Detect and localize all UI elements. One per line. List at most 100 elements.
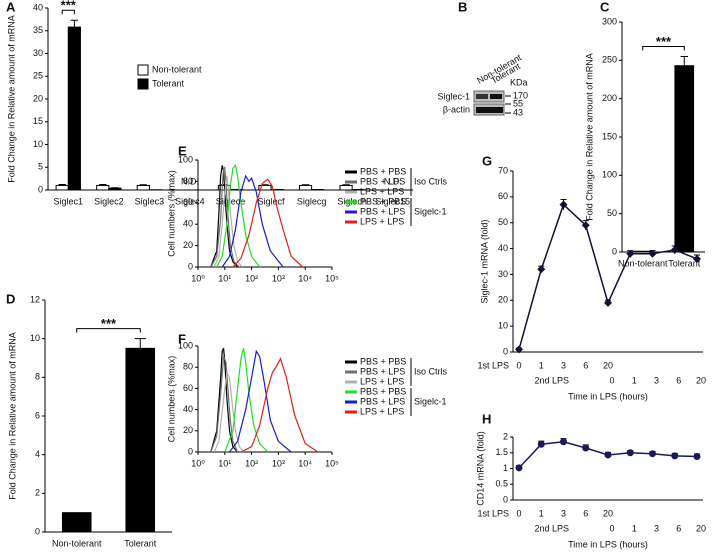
x-tick-label: Siglec15 [375,196,410,206]
x-tick-label: 10³ [272,458,285,468]
y-tick-label: 1 [503,463,508,473]
x-tick-label: 6 [676,523,681,533]
y-axis-label: Fold Change in Relative amount of mRNA [584,53,594,221]
y-tick-label: 40 [33,2,43,12]
bar [632,250,653,253]
x-tick-label: 10⁵ [325,458,339,468]
error-bar [301,184,310,186]
legend-label: PBS + LPS [360,206,405,216]
legend-label: PBS + PBS [360,196,406,206]
y-tick-label: 80 [183,176,193,186]
blot-band [490,94,502,99]
marker-label: 170 [513,90,528,100]
bar [96,184,110,191]
y-tick-label: 60 [183,383,193,393]
y-tick-label: 250 [602,55,617,65]
x-tick-label: 10¹ [218,273,231,283]
x-tick-label: 20 [696,523,706,533]
significance-bracket [76,328,141,333]
y-tick-label: 1.5 [495,447,508,457]
error-bar [680,56,688,66]
y-axis-label: Fold Change in Relative amount of mRNA [6,15,16,183]
histogram-line [221,174,284,268]
y-tick-label: 30 [498,269,508,279]
histogram-line [216,163,261,268]
y-tick-label: 20 [183,425,193,435]
marker [581,221,590,230]
x-tick-label: Siglec3 [135,196,165,206]
x-tick-label: 6 [583,508,588,518]
x-tick-label: 1 [632,375,637,385]
y-tick-label: 50 [498,217,508,227]
legend-label: Tolerant [152,78,185,88]
x-tick-label: Siglec2 [94,196,124,206]
marker [582,444,590,452]
marker [671,452,679,460]
x-row-name: 2nd LPS [534,375,569,385]
y-tick-label: 5 [38,162,43,172]
legend-group-label: Iso Ctrls [414,366,448,376]
y-axis-label: Siglec-1 mRNA (fold) [479,219,489,303]
legend-label: Non-tolerant [152,64,202,74]
legend-label: PBS + LPS [360,366,405,376]
marker [604,451,612,459]
x-tick-label: Non-tolerant [618,258,668,268]
legend-label: PBS + LPS [360,176,405,186]
x-tick-label: 1 [539,508,544,518]
marker [537,265,546,274]
legend-swatch [137,78,149,90]
y-tick-label: 12 [30,294,40,304]
error-bar [58,184,66,186]
y-tick-label: 40 [183,219,193,229]
x-tick-label: 0 [609,523,614,533]
panel-letter: E [178,143,187,158]
y-tick-label: 35 [33,25,43,35]
unit-label: KDa [510,77,528,87]
x-tick-label: 10⁴ [298,273,312,283]
error-bar [70,19,79,28]
x-tick-label: 6 [676,375,681,385]
histogram-line [232,178,304,268]
histogram-line [240,357,319,453]
histogram-line [210,347,239,453]
y-tick-label: 10 [33,139,43,149]
value-label: N.D. [384,176,402,186]
marker-label: 55 [513,98,523,108]
error-bar [342,184,350,186]
significance-label: *** [656,34,672,49]
legend-label: PBS + LPS [360,396,405,406]
x-tick-label: 10⁰ [191,458,205,468]
panel-letter: G [482,153,492,168]
y-tick-label: 70 [498,165,508,175]
legend-label: PBS + PBS [360,166,406,176]
panel-letter: D [6,291,15,306]
y-tick-label: 0 [503,494,508,504]
histogram-line [213,175,243,268]
y-tick-label: 4 [35,449,40,459]
y-tick-label: 80 [183,362,193,372]
x-tick-label: Tolerant [668,258,701,268]
marker [648,249,657,258]
blot-band [476,94,488,99]
y-tick-label: 100 [178,340,193,350]
y-tick-label: 0 [188,446,193,456]
row-label: β-actin [443,104,470,114]
y-axis-label: Cell numbers (%max) [166,356,176,443]
y-tick-label: 60 [183,197,193,207]
x-tick-label: 20 [603,360,613,370]
marker [670,245,679,254]
y-tick-label: 10 [498,321,508,331]
y-tick-label: 300 [602,16,617,26]
panel-letter: H [482,411,491,426]
legend-swatch [137,64,149,76]
marker [693,254,701,263]
marker [537,440,545,448]
legend-group-label: Sigelc-1 [414,396,447,406]
x-tick-label: 10⁴ [298,458,312,468]
y-tick-label: 30 [33,48,43,58]
x-tick-label: 20 [696,375,706,385]
x-tick-label: Tolerant [124,538,157,548]
error-bar [99,184,107,186]
y-tick-label: 0.5 [495,479,508,489]
